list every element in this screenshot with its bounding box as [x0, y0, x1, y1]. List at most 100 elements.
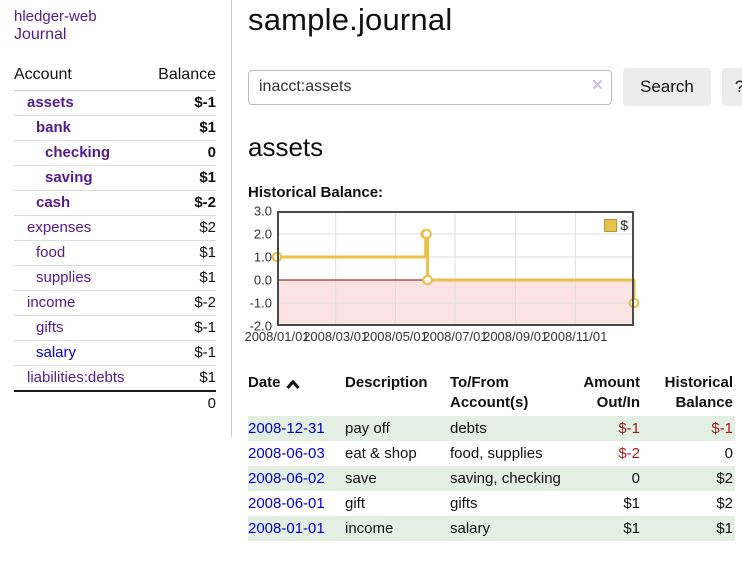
legend-swatch	[604, 218, 618, 232]
txn-description: eat & shop	[345, 445, 417, 462]
account-link[interactable]: liabilities:debts	[27, 369, 125, 386]
txn-balance: $-1	[642, 416, 735, 441]
transaction-row[interactable]: 2008-06-03 eat & shop food, supplies $-2 0	[248, 441, 735, 466]
account-row: food $1	[14, 240, 216, 266]
transaction-row[interactable]: 2008-12-31 pay off debts $-1 $-1	[248, 416, 735, 441]
search-bar: × Search ?	[248, 68, 742, 106]
txn-amount: $-1	[580, 416, 642, 441]
account-link[interactable]: checking	[45, 144, 111, 161]
account-balance: $1	[199, 369, 216, 386]
txn-description: income	[345, 516, 450, 541]
account-link[interactable]: bank	[36, 119, 72, 136]
header-amount: Amount Out/In	[583, 374, 640, 411]
txn-accounts: food, supplies	[450, 445, 543, 462]
txn-description: gift	[345, 495, 366, 512]
txn-amount: $1	[623, 495, 640, 512]
txn-date-link[interactable]: 2008-12-31	[248, 420, 325, 437]
y-axis-labels: 3.0 2.0 1.0 0.0 -1.0 -2.0	[248, 204, 277, 334]
account-link[interactable]: income	[27, 294, 76, 311]
accounts-header-account: Account	[14, 64, 147, 91]
txn-amount: 0	[580, 466, 642, 491]
txn-description: pay off	[345, 416, 450, 441]
y-axis-label: 2.0	[253, 226, 272, 242]
account-balance: $-1	[194, 344, 216, 361]
account-link[interactable]: assets	[27, 94, 74, 111]
account-balance: $-1	[194, 94, 216, 111]
transactions-header-row: Date Description To/From Account(s) Amou…	[248, 370, 735, 416]
txn-balance: $2	[716, 495, 733, 512]
x-axis-label: 2008/07/01	[422, 329, 488, 344]
chart-title: Historical Balance:	[248, 184, 384, 201]
txn-date-link[interactable]: 2008-06-01	[248, 495, 325, 512]
y-axis-label: 3.0	[253, 203, 272, 219]
account-balance: $1	[199, 269, 216, 286]
txn-balance: 0	[724, 445, 733, 462]
account-row: expenses $2	[14, 215, 216, 241]
legend-label: $	[620, 217, 628, 233]
balance-chart: 3.0 2.0 1.0 0.0 -1.0 -2.0 $ 2008/01/01 2008/03…	[244, 204, 742, 347]
search-button[interactable]: Search	[623, 68, 711, 106]
help-button[interactable]: ?	[721, 68, 742, 106]
header-tofrom: To/From Account(s)	[450, 374, 529, 411]
transaction-row[interactable]: 2008-01-01 income salary $1 $1	[248, 516, 735, 541]
txn-accounts: gifts	[450, 495, 478, 512]
account-balance: $-1	[194, 319, 216, 336]
sidebar-item-journal[interactable]: Journal	[14, 26, 67, 43]
account-row: checking 0	[14, 140, 216, 166]
account-link[interactable]: supplies	[36, 269, 92, 286]
x-axis-label: 2008/11/01	[543, 329, 608, 344]
account-row: liabilities:debts $1	[14, 365, 216, 392]
sidebar: hledger-web Journal Account Balance asse…	[0, 0, 232, 437]
account-link[interactable]: expenses	[27, 219, 92, 236]
brand-link[interactable]: hledger-web	[14, 8, 97, 25]
account-balance: $1	[199, 119, 216, 136]
accounts-total-row: 0	[14, 391, 216, 416]
account-row: assets $-1	[14, 91, 216, 116]
x-axis-labels: 2008/01/01 2008/03/01 2008/05/01 2008/07/01…	[244, 329, 634, 347]
account-row: cash $-2	[14, 190, 216, 216]
txn-accounts: salary	[450, 516, 580, 541]
account-balance: $2	[199, 219, 216, 236]
y-axis-label: -1.0	[249, 295, 272, 311]
accounts-table: Account Balance assets $-1 bank $1 checking 0…	[14, 64, 216, 416]
accounts-header-balance: Balance	[146, 64, 216, 91]
transaction-row[interactable]: 2008-06-02 save saving, checking 0 $2	[248, 466, 735, 491]
account-link[interactable]: cash	[36, 194, 71, 211]
account-balance: 0	[207, 144, 216, 161]
transaction-row[interactable]: 2008-06-01 gift gifts $1 $2	[248, 491, 735, 516]
app: hledger-web Journal Account Balance asse…	[0, 0, 742, 541]
account-link[interactable]: salary	[36, 344, 77, 361]
txn-balance: $1	[642, 516, 735, 541]
txn-balance: $2	[642, 466, 735, 491]
transactions-table: Date Description To/From Account(s) Amou…	[248, 370, 735, 541]
y-axis-label: 0.0	[253, 272, 272, 288]
account-balance: $1	[199, 169, 216, 186]
txn-date-link[interactable]: 2008-01-01	[248, 520, 325, 537]
account-link[interactable]: gifts	[36, 319, 64, 336]
txn-date-link[interactable]: 2008-06-03	[248, 445, 325, 462]
account-row: income $-2	[14, 290, 216, 316]
y-axis-label: 1.0	[253, 249, 272, 265]
chart-legend: $	[604, 217, 628, 233]
y-axis-label: -2.0	[249, 318, 272, 334]
account-link[interactable]: food	[36, 244, 66, 261]
x-axis-label: 2008/05/01	[362, 329, 428, 344]
account-balance: $1	[199, 244, 216, 261]
account-link[interactable]: saving	[45, 169, 93, 186]
plot-area: $	[271, 211, 640, 326]
clear-search-icon[interactable]: ×	[591, 75, 603, 97]
header-date[interactable]: Date	[248, 370, 345, 416]
account-row: gifts $-1	[14, 315, 216, 341]
x-axis-label: 2008/03/01	[303, 329, 369, 344]
account-row: supplies $1	[14, 265, 216, 291]
x-axis-label: 2008/09/01	[483, 329, 549, 344]
txn-amount: $1	[580, 516, 642, 541]
txn-date-link[interactable]: 2008-06-02	[248, 470, 325, 487]
txn-description: save	[345, 466, 450, 491]
search-input[interactable]	[248, 69, 612, 105]
account-heading: assets	[248, 132, 324, 162]
page-title: sample.journal	[248, 2, 453, 37]
txn-amount: $-2	[618, 445, 640, 462]
txn-accounts: debts	[450, 416, 580, 441]
header-balance: Historical Balance	[664, 374, 733, 411]
